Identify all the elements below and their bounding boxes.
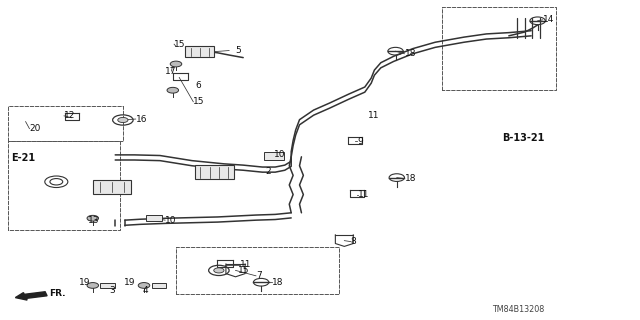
Circle shape <box>170 61 182 67</box>
Text: E-21: E-21 <box>12 153 36 164</box>
Text: 10: 10 <box>165 216 177 225</box>
Text: 15: 15 <box>174 40 186 49</box>
Text: 19: 19 <box>124 278 136 287</box>
Text: 19: 19 <box>79 278 91 287</box>
Circle shape <box>87 283 99 288</box>
Text: 4: 4 <box>142 286 148 295</box>
Text: 13: 13 <box>88 216 100 225</box>
FancyArrow shape <box>15 292 47 300</box>
Text: 15: 15 <box>193 97 205 106</box>
Circle shape <box>214 268 224 273</box>
Text: 11: 11 <box>368 111 380 120</box>
FancyBboxPatch shape <box>93 180 131 194</box>
Text: 3: 3 <box>109 286 115 295</box>
Text: 18: 18 <box>272 278 284 287</box>
Circle shape <box>87 215 99 221</box>
Text: FR.: FR. <box>49 289 65 298</box>
Circle shape <box>138 283 150 288</box>
Bar <box>264 152 284 160</box>
Text: 18: 18 <box>404 174 416 183</box>
Text: 20: 20 <box>29 124 41 133</box>
Text: TM84B13208: TM84B13208 <box>492 305 544 314</box>
Circle shape <box>167 87 179 93</box>
Text: 7: 7 <box>256 271 262 280</box>
Bar <box>152 283 166 288</box>
Text: 18: 18 <box>404 49 416 58</box>
Circle shape <box>118 117 128 123</box>
Text: 10: 10 <box>274 150 285 159</box>
Text: 16: 16 <box>136 115 147 124</box>
FancyBboxPatch shape <box>195 165 234 179</box>
Text: 5: 5 <box>236 46 241 55</box>
Text: 14: 14 <box>543 15 554 24</box>
Text: 15: 15 <box>238 266 250 275</box>
Text: 11: 11 <box>358 190 370 199</box>
FancyBboxPatch shape <box>185 46 214 57</box>
Bar <box>100 283 115 288</box>
Text: 2: 2 <box>266 167 271 176</box>
Bar <box>146 215 162 221</box>
Text: B-13-21: B-13-21 <box>502 133 545 143</box>
Text: 6: 6 <box>195 81 201 90</box>
Text: 8: 8 <box>351 237 356 246</box>
Text: 12: 12 <box>64 111 76 120</box>
Text: 17: 17 <box>165 67 177 76</box>
Text: 11: 11 <box>240 260 252 269</box>
Text: 9: 9 <box>357 137 363 146</box>
